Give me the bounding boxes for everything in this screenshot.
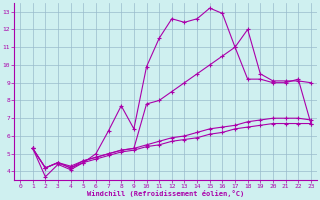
X-axis label: Windchill (Refroidissement éolien,°C): Windchill (Refroidissement éolien,°C)	[87, 190, 244, 197]
